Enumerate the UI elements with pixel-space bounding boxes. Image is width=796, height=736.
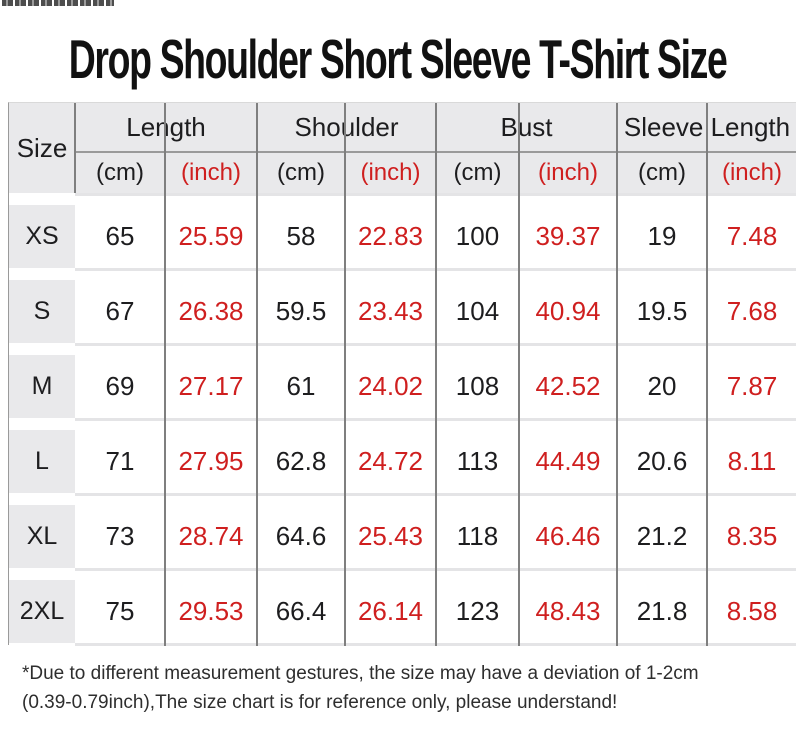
bust-inch: 46.46: [535, 521, 601, 551]
page-title: Drop Shoulder Short Sleeve T-Shirt Size: [69, 28, 728, 90]
bust-inch: 48.43: [535, 596, 601, 626]
length-inch: 28.74: [178, 521, 244, 551]
length-cm: 69: [105, 371, 135, 401]
unit-label-inch: (inch): [721, 159, 782, 186]
shoulder-cm: 59.5: [275, 296, 327, 326]
row-gap: [9, 571, 796, 580]
table-row: L 71 27.95 62.8 24.72 113 44.49 20.6 8.1…: [9, 430, 796, 493]
length-cm: 67: [105, 296, 135, 326]
sleeve-cm: 21.8: [636, 596, 688, 626]
shoulder-inch: 24.02: [357, 371, 424, 401]
size-label: M: [9, 355, 75, 418]
column-group-shoulder: Shoulder: [257, 103, 436, 153]
shoulder-cm: 66.4: [275, 596, 327, 626]
bust-inch: 39.37: [535, 221, 601, 251]
unit-label-inch: (inch): [360, 159, 421, 186]
row-gap: [9, 496, 796, 505]
clipped-text-fragment: [2, 0, 114, 6]
column-group-sleeve-length: Sleeve Length: [617, 103, 796, 153]
shoulder-inch: 26.14: [357, 596, 424, 626]
sleeve-inch: 7.48: [726, 221, 778, 251]
shoulder-cm: 61: [286, 371, 316, 401]
table-row: XL 73 28.74 64.6 25.43 118 46.46 21.2 8.…: [9, 505, 796, 568]
size-column-header: Size: [16, 132, 68, 163]
sleeve-inch: 8.58: [726, 596, 778, 626]
sleeve-cm: 19: [647, 221, 677, 251]
unit-label-inch: (inch): [180, 159, 241, 186]
bust-cm: 113: [456, 446, 499, 476]
bust-inch: 42.52: [535, 371, 601, 401]
bust-cm: 104: [455, 296, 500, 326]
size-chart-table: Size Length Shoulder Bust Sleeve Length …: [8, 102, 796, 646]
bust-cm: 108: [455, 371, 500, 401]
footnote: *Due to different measurement gestures, …: [22, 660, 796, 717]
table-row: XS 65 25.59 58 22.83 100 39.37 19 7.48: [9, 205, 796, 268]
row-gap: [9, 271, 796, 280]
title-row: Drop Shoulder Short Sleeve T-Shirt Size: [0, 0, 796, 88]
row-separator: [75, 643, 796, 646]
table-row: 2XL 75 29.53 66.4 26.14 123 48.43 21.8 8…: [9, 580, 796, 643]
length-cm: 73: [105, 521, 135, 551]
shoulder-inch: 25.43: [357, 521, 424, 551]
shoulder-inch: 24.72: [357, 446, 424, 476]
sleeve-cm: 20.6: [636, 446, 688, 476]
unit-label-inch: (inch): [537, 159, 598, 186]
sleeve-inch: 8.11: [727, 446, 777, 476]
row-gap: [9, 196, 796, 205]
table-row: S 67 26.38 59.5 23.43 104 40.94 19.5 7.6…: [9, 280, 796, 343]
length-inch: 26.38: [178, 296, 244, 326]
shoulder-inch: 23.43: [357, 296, 424, 326]
footnote-line-1: *Due to different measurement gestures, …: [22, 663, 699, 684]
size-label: 2XL: [9, 580, 75, 643]
sleeve-cm: 19.5: [636, 296, 688, 326]
size-label: XS: [9, 205, 75, 268]
unit-label-cm: (cm): [96, 159, 144, 186]
size-label: L: [9, 430, 75, 493]
size-label: XL: [9, 505, 75, 568]
size-label: S: [9, 280, 75, 343]
table-row: M 69 27.17 61 24.02 108 42.52 20 7.87: [9, 355, 796, 418]
length-inch: 25.59: [178, 221, 244, 251]
length-cm: 71: [105, 446, 135, 476]
bust-cm: 100: [455, 221, 500, 251]
sleeve-inch: 7.68: [726, 296, 778, 326]
sleeve-cm: 21.2: [636, 521, 688, 551]
sleeve-cm: 20: [647, 371, 677, 401]
bust-inch: 44.49: [535, 446, 601, 476]
bust-inch: 40.94: [535, 296, 601, 326]
length-inch: 27.95: [178, 446, 244, 476]
shoulder-cm: 62.8: [275, 446, 327, 476]
column-group-bust: Bust: [436, 103, 617, 153]
unit-label-cm: (cm): [638, 159, 686, 186]
sleeve-inch: 8.35: [726, 521, 778, 551]
unit-label-cm: (cm): [277, 159, 325, 186]
shoulder-inch: 22.83: [357, 221, 424, 251]
length-inch: 29.53: [178, 596, 244, 626]
footnote-line-2: (0.39-0.79inch),The size chart is for re…: [22, 691, 618, 713]
length-inch: 27.17: [178, 371, 244, 401]
table-header: Size Length Shoulder Bust Sleeve Length …: [9, 103, 796, 193]
column-group-length: Length: [75, 103, 257, 153]
sleeve-inch: 7.87: [726, 371, 778, 401]
bust-cm: 123: [455, 596, 500, 626]
shoulder-cm: 58: [286, 221, 316, 251]
length-cm: 65: [105, 221, 135, 251]
length-cm: 75: [105, 596, 135, 626]
row-gap: [9, 346, 796, 355]
bust-cm: 118: [456, 521, 499, 551]
shoulder-cm: 64.6: [275, 521, 327, 551]
unit-label-cm: (cm): [453, 159, 502, 186]
row-gap: [9, 421, 796, 430]
